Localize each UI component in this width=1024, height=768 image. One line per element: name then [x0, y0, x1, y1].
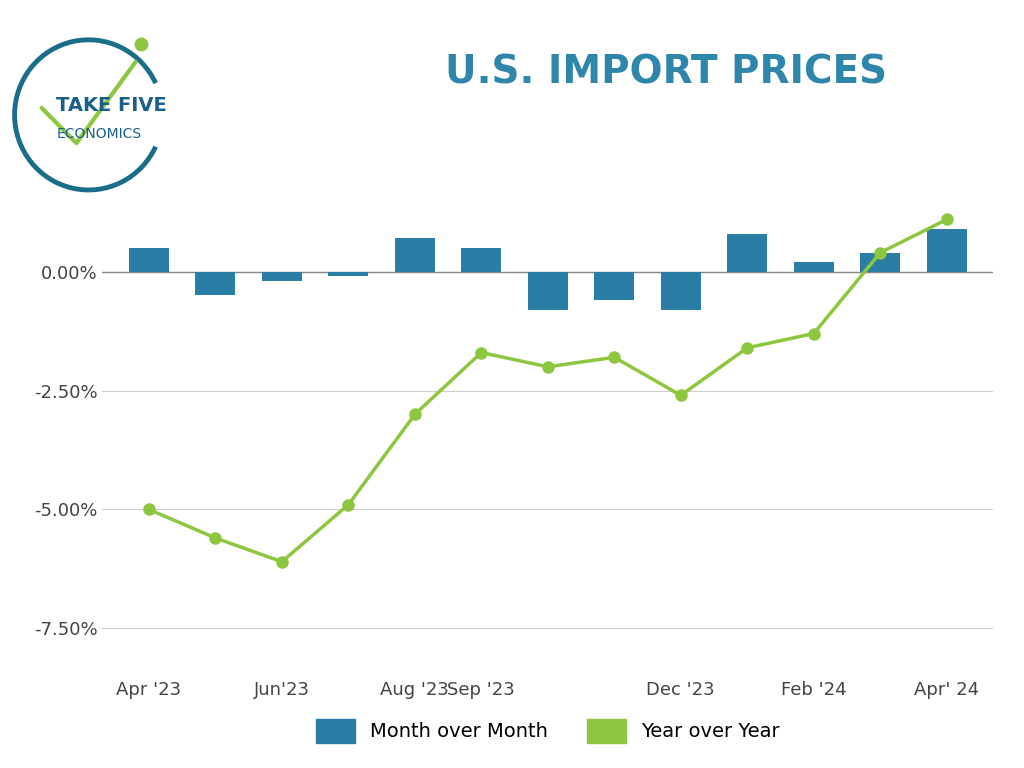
- Bar: [727, 233, 767, 272]
- Bar: [660, 272, 700, 310]
- Bar: [196, 272, 236, 296]
- Year over Year: [475, 348, 487, 357]
- Bar: [860, 253, 900, 272]
- Year over Year: [409, 410, 421, 419]
- Year over Year: [209, 533, 221, 542]
- Year over Year: [142, 505, 155, 514]
- Year over Year: [275, 557, 288, 566]
- Bar: [329, 272, 369, 276]
- Bar: [462, 248, 502, 272]
- Text: ECONOMICS: ECONOMICS: [56, 127, 141, 141]
- Year over Year: [608, 353, 621, 362]
- Bar: [262, 272, 302, 281]
- Text: TAKE FIVE: TAKE FIVE: [56, 96, 167, 115]
- Year over Year: [675, 391, 687, 400]
- Bar: [528, 272, 567, 310]
- Bar: [395, 238, 435, 272]
- Text: U.S. IMPORT PRICES: U.S. IMPORT PRICES: [444, 54, 887, 91]
- Bar: [927, 229, 967, 272]
- Year over Year: [808, 329, 820, 338]
- Year over Year: [941, 215, 953, 224]
- Year over Year: [342, 500, 354, 509]
- Bar: [794, 262, 834, 272]
- Line: Year over Year: Year over Year: [143, 214, 952, 568]
- Year over Year: [542, 362, 554, 372]
- Year over Year: [874, 248, 887, 257]
- Bar: [129, 248, 169, 272]
- Year over Year: [741, 343, 754, 353]
- Bar: [594, 272, 634, 300]
- Legend: Month over Month, Year over Year: Month over Month, Year over Year: [308, 711, 787, 751]
